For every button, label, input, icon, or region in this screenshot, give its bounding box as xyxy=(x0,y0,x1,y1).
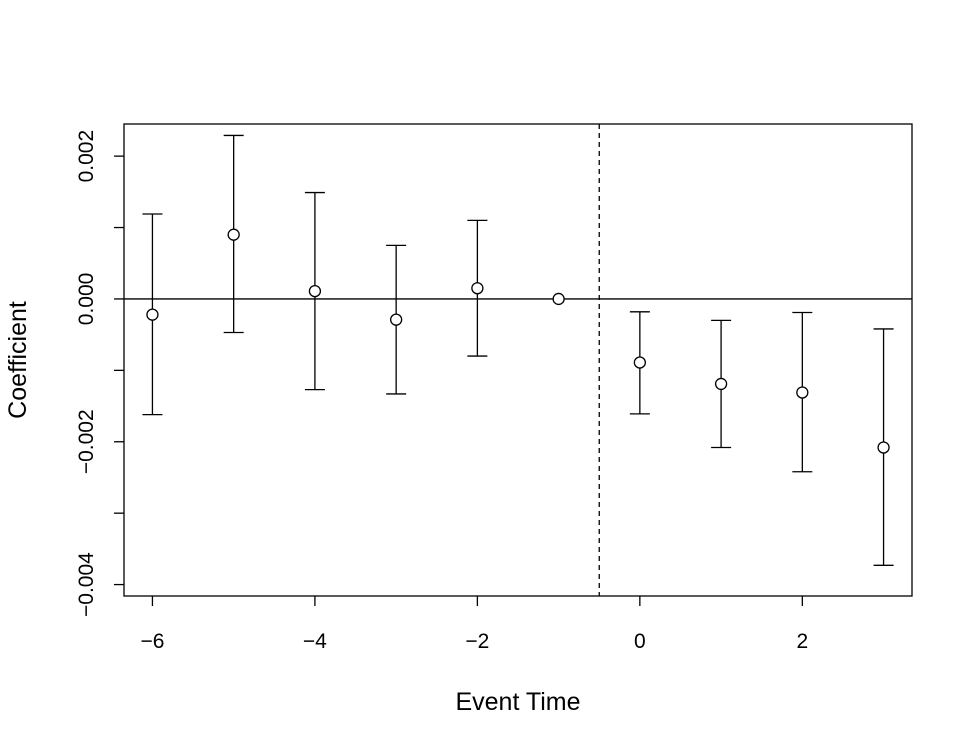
data-point xyxy=(877,441,890,454)
data-point xyxy=(146,308,159,321)
x-tick-label: −2 xyxy=(465,630,489,653)
data-point xyxy=(633,356,647,369)
x-axis-label: Event Time xyxy=(455,688,580,716)
data-point xyxy=(227,228,240,241)
axes: −6 −4 −2 0 2 −0.004 −0.002 0.000 0.002 xyxy=(75,130,808,653)
x-tick-label: −6 xyxy=(140,630,164,653)
marks xyxy=(124,124,912,596)
y-tick-label: 0.000 xyxy=(75,273,98,326)
data-point xyxy=(552,292,565,306)
x-tick-label: 0 xyxy=(634,630,646,653)
data-point xyxy=(796,386,809,399)
y-tick-label: 0.002 xyxy=(75,130,98,183)
y-tick-label: −0.002 xyxy=(75,409,98,474)
x-tick-label: 2 xyxy=(796,630,808,653)
plot-frame xyxy=(123,123,913,597)
data-point xyxy=(389,313,403,326)
data-point xyxy=(714,377,728,391)
y-axis-label: Coefficient xyxy=(4,301,32,419)
x-tick-label: −4 xyxy=(303,630,327,653)
data-point xyxy=(471,282,484,295)
y-tick-label: −0.004 xyxy=(75,552,98,617)
data-point xyxy=(308,284,322,298)
